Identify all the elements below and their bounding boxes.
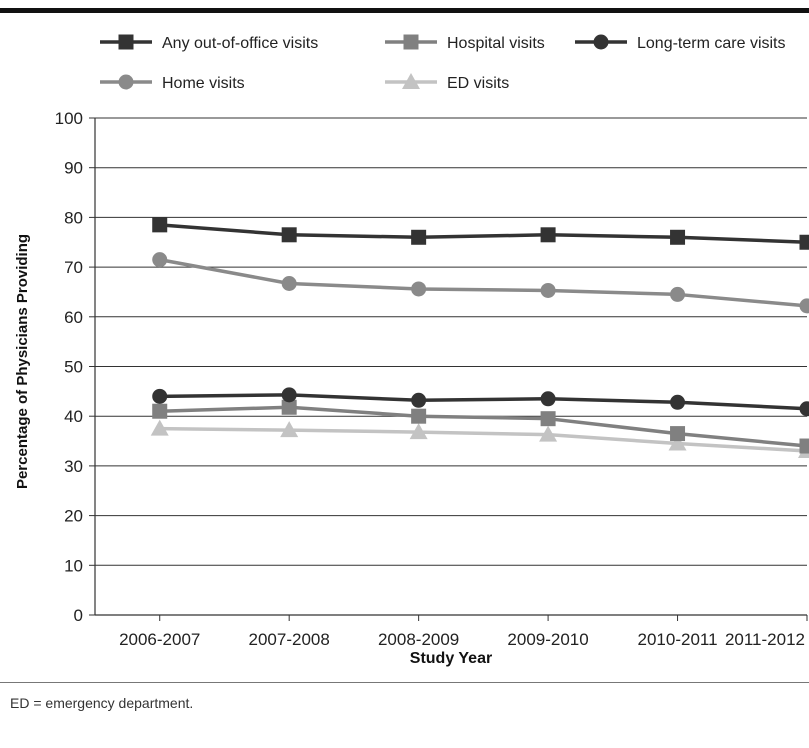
data-point: [152, 252, 168, 268]
data-point: [670, 229, 686, 245]
data-point: [281, 399, 297, 415]
data-point: [281, 276, 297, 292]
legend-swatch-marker: [402, 73, 420, 89]
legend-label: Hospital visits: [447, 35, 545, 52]
data-point: [799, 438, 809, 454]
series-line: [159, 393, 808, 411]
x-axis-title: Study Year: [410, 650, 492, 667]
y-tick-label: 0: [74, 606, 83, 625]
series-line: [159, 223, 808, 244]
data-point: [152, 388, 168, 404]
y-tick-label: 40: [64, 407, 83, 426]
series-0: [152, 217, 809, 250]
data-point: [670, 394, 686, 410]
data-point: [152, 217, 168, 233]
y-tick-label: 30: [64, 457, 83, 476]
y-tick-label: 10: [64, 556, 83, 575]
data-point: [670, 426, 686, 442]
data-point: [280, 421, 299, 438]
legend-item: Home visits: [100, 74, 245, 92]
data-point: [152, 403, 168, 419]
top-rule: [0, 8, 809, 13]
y-tick-label: 50: [64, 358, 83, 377]
data-point: [281, 387, 297, 403]
data-point: [540, 411, 556, 427]
legend-label: Any out-of-office visits: [162, 35, 318, 52]
x-tick-label: 2008-2009: [378, 630, 459, 649]
y-tick-label: 70: [64, 258, 83, 277]
series-3: [152, 252, 809, 314]
y-tick-label: 80: [64, 208, 83, 227]
legend-swatch-marker: [593, 34, 609, 50]
legend-item: Long-term care visits: [575, 34, 786, 52]
series-1: [152, 399, 809, 454]
footnote: ED = emergency department.: [10, 695, 194, 711]
data-point: [411, 392, 427, 408]
data-point: [411, 281, 427, 297]
series-line: [159, 426, 808, 453]
data-point: [540, 227, 556, 243]
legend-swatch-marker: [118, 74, 134, 90]
legend-item: ED visits: [385, 73, 509, 92]
legend-swatch-marker: [118, 34, 134, 50]
data-point: [409, 423, 428, 440]
data-point: [540, 282, 556, 298]
series-layer: [150, 217, 809, 458]
legend-swatch-marker: [403, 34, 419, 50]
grid: [95, 117, 807, 566]
y-tick-label: 100: [55, 109, 83, 128]
legend: Any out-of-office visits Hospital visits L…: [100, 34, 786, 92]
data-point: [799, 298, 809, 314]
data-point: [150, 419, 169, 436]
data-point: [670, 286, 686, 302]
axes: [89, 117, 808, 621]
x-tick-label: 2006-2007: [119, 630, 200, 649]
data-point: [539, 425, 558, 442]
bottom-rule: [0, 682, 809, 683]
data-point: [799, 234, 809, 250]
x-tick-label: 2011-2012: [725, 630, 805, 649]
data-point: [411, 408, 427, 424]
data-point: [540, 391, 556, 407]
y-tick-label: 60: [64, 308, 83, 327]
y-tick-label: 90: [64, 159, 83, 178]
legend-label: ED visits: [447, 75, 509, 92]
y-tick-label: 20: [64, 507, 83, 526]
x-tick-label: 2009-2010: [507, 630, 588, 649]
x-tick-label: 2010-2011: [638, 630, 718, 649]
data-point: [411, 229, 427, 245]
y-axis-title: Percentage of Physicians Providing: [14, 234, 31, 489]
legend-label: Long-term care visits: [637, 35, 786, 52]
data-point: [799, 401, 809, 417]
legend-label: Home visits: [162, 75, 245, 92]
series-2: [152, 387, 809, 417]
x-tick-label: 2007-2008: [249, 630, 330, 649]
data-point: [668, 434, 687, 451]
series-line: [159, 405, 808, 448]
legend-item: Any out-of-office visits: [100, 34, 318, 52]
axis-labels: 0 10 20 30 40 50 60 70 80 90 100 2006-2007 2007-2008…: [14, 109, 805, 667]
series-line: [159, 257, 808, 308]
legend-item: Hospital visits: [385, 34, 545, 52]
series-4: [150, 419, 809, 458]
data-point: [281, 227, 297, 243]
